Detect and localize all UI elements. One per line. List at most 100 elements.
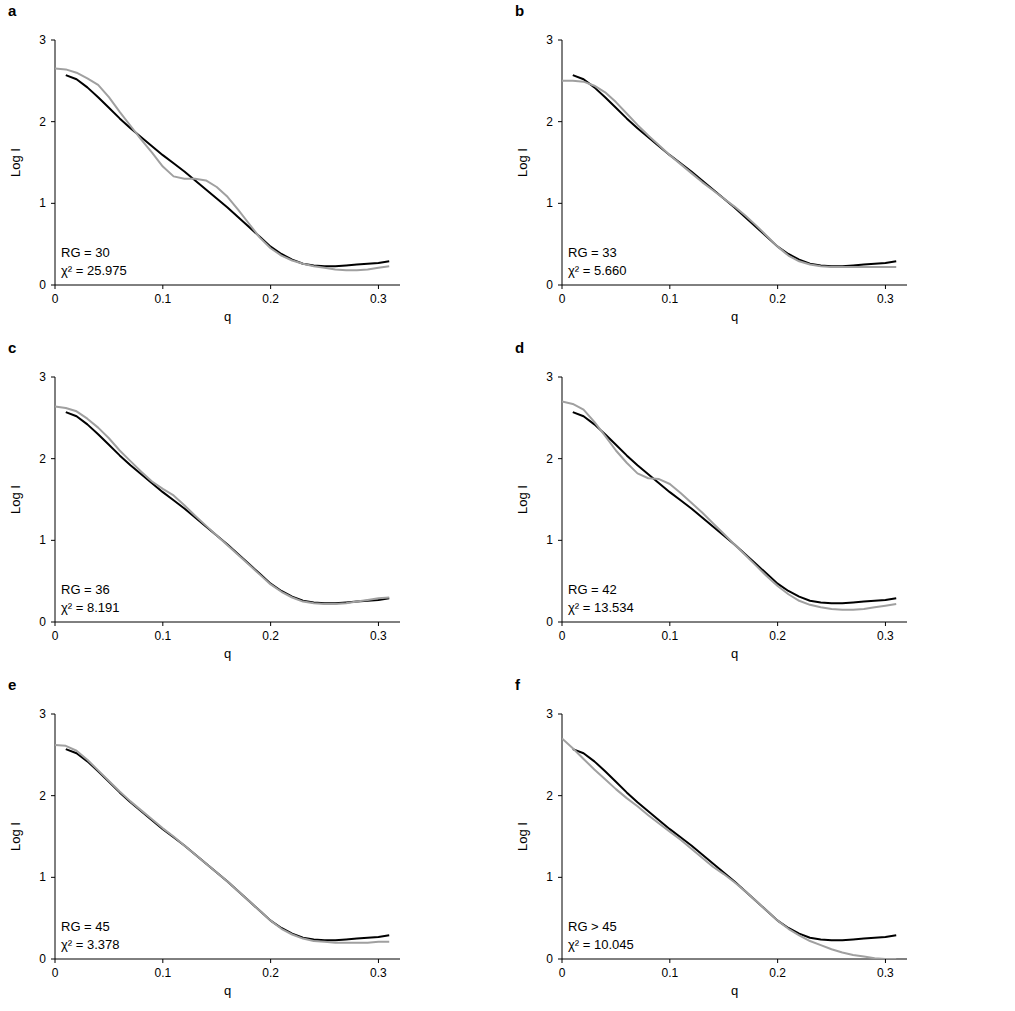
- model-curve: [562, 739, 896, 960]
- x-tick-label: 0.1: [661, 966, 678, 980]
- y-tick-label: 1: [39, 196, 46, 210]
- y-tick-label: 2: [39, 115, 46, 129]
- x-tick: [669, 285, 670, 289]
- x-tick-label: 0.2: [769, 292, 786, 306]
- model-curve: [55, 745, 389, 943]
- y-tick-label: 3: [39, 707, 46, 721]
- plot-area: [562, 402, 896, 610]
- x-tick-label: 0.3: [877, 966, 894, 980]
- x-axis: [55, 285, 400, 286]
- x-tick: [378, 285, 379, 289]
- x-tick: [378, 622, 379, 626]
- y-tick-label: 3: [39, 33, 46, 47]
- y-tick: [558, 285, 562, 286]
- x-tick: [777, 959, 778, 963]
- y-tick: [51, 714, 55, 715]
- x-tick: [777, 285, 778, 289]
- y-tick: [558, 959, 562, 960]
- x-tick: [777, 622, 778, 626]
- x-axis: [562, 622, 907, 623]
- y-axis-title: Log I: [8, 148, 23, 177]
- x-tick: [270, 285, 271, 289]
- x-tick-label: 0.3: [877, 629, 894, 643]
- x-axis: [562, 959, 907, 960]
- x-axis-title: q: [731, 646, 738, 661]
- y-tick-label: 2: [546, 789, 553, 803]
- y-tick-label: 3: [546, 370, 553, 384]
- y-tick: [51, 203, 55, 204]
- y-tick-label: 1: [39, 533, 46, 547]
- x-tick-label: 0.2: [262, 629, 279, 643]
- x-axis-title: q: [224, 309, 231, 324]
- x-tick-label: 0.3: [370, 966, 387, 980]
- y-axis: [562, 377, 563, 622]
- panel-label: e: [8, 676, 16, 693]
- y-axis-title: Log I: [515, 822, 530, 851]
- plot-area: [55, 406, 389, 604]
- x-axis-title: q: [731, 983, 738, 998]
- y-tick-label: 2: [39, 789, 46, 803]
- x-tick: [55, 959, 56, 963]
- y-axis-title: Log I: [515, 485, 530, 514]
- y-tick: [51, 458, 55, 459]
- y-tick: [51, 285, 55, 286]
- y-tick: [51, 540, 55, 541]
- x-axis: [55, 959, 400, 960]
- panel-label: a: [8, 2, 17, 19]
- y-tick-label: 0: [39, 952, 46, 966]
- annotation: χ² = 3.378: [61, 937, 120, 952]
- y-tick: [558, 40, 562, 41]
- experimental-curve: [66, 749, 389, 940]
- annotation: χ² = 13.534: [568, 600, 634, 615]
- y-tick-label: 0: [546, 278, 553, 292]
- x-tick-label: 0.2: [262, 966, 279, 980]
- y-axis: [562, 714, 563, 959]
- x-tick-label: 0: [52, 629, 59, 643]
- y-axis-title: Log I: [8, 822, 23, 851]
- x-tick: [562, 959, 563, 963]
- panel-label: d: [515, 339, 524, 356]
- y-tick-label: 0: [39, 615, 46, 629]
- experimental-curve: [66, 412, 389, 603]
- y-tick: [51, 877, 55, 878]
- experimental-curve: [573, 749, 896, 940]
- y-tick: [51, 622, 55, 623]
- y-axis-title: Log I: [515, 148, 530, 177]
- plot-area: [562, 75, 896, 267]
- x-tick-label: 0.1: [661, 629, 678, 643]
- y-axis: [55, 377, 56, 622]
- x-tick-label: 0.1: [154, 292, 171, 306]
- x-tick-label: 0: [559, 629, 566, 643]
- y-tick-label: 2: [546, 452, 553, 466]
- y-tick: [51, 377, 55, 378]
- x-tick-label: 0.1: [661, 292, 678, 306]
- plot-area: [55, 745, 389, 943]
- y-tick-label: 0: [39, 278, 46, 292]
- y-tick: [51, 959, 55, 960]
- x-tick: [162, 285, 163, 289]
- annotation: χ² = 25.975: [61, 263, 127, 278]
- panel-label: f: [515, 676, 521, 693]
- x-tick: [885, 622, 886, 626]
- annotation: χ² = 10.045: [568, 937, 634, 952]
- y-tick-label: 3: [39, 370, 46, 384]
- x-tick: [669, 959, 670, 963]
- annotation: χ² = 8.191: [61, 600, 120, 615]
- x-tick-label: 0.3: [370, 629, 387, 643]
- y-axis: [562, 40, 563, 285]
- annotation: RG = 42: [568, 582, 617, 597]
- plot-area: [55, 69, 389, 271]
- x-tick: [55, 285, 56, 289]
- y-axis: [55, 714, 56, 959]
- y-tick-label: 3: [546, 33, 553, 47]
- plot-area: [562, 739, 896, 960]
- panel: e00.10.20.30123qLog IRG = 45χ² = 3.378: [8, 676, 400, 998]
- annotation: RG = 36: [61, 582, 110, 597]
- y-tick: [558, 377, 562, 378]
- x-tick: [562, 285, 563, 289]
- experimental-curve: [573, 75, 896, 266]
- annotation: RG = 30: [61, 245, 110, 260]
- y-tick: [558, 795, 562, 796]
- annotation: RG = 33: [568, 245, 617, 260]
- x-tick-label: 0.1: [154, 629, 171, 643]
